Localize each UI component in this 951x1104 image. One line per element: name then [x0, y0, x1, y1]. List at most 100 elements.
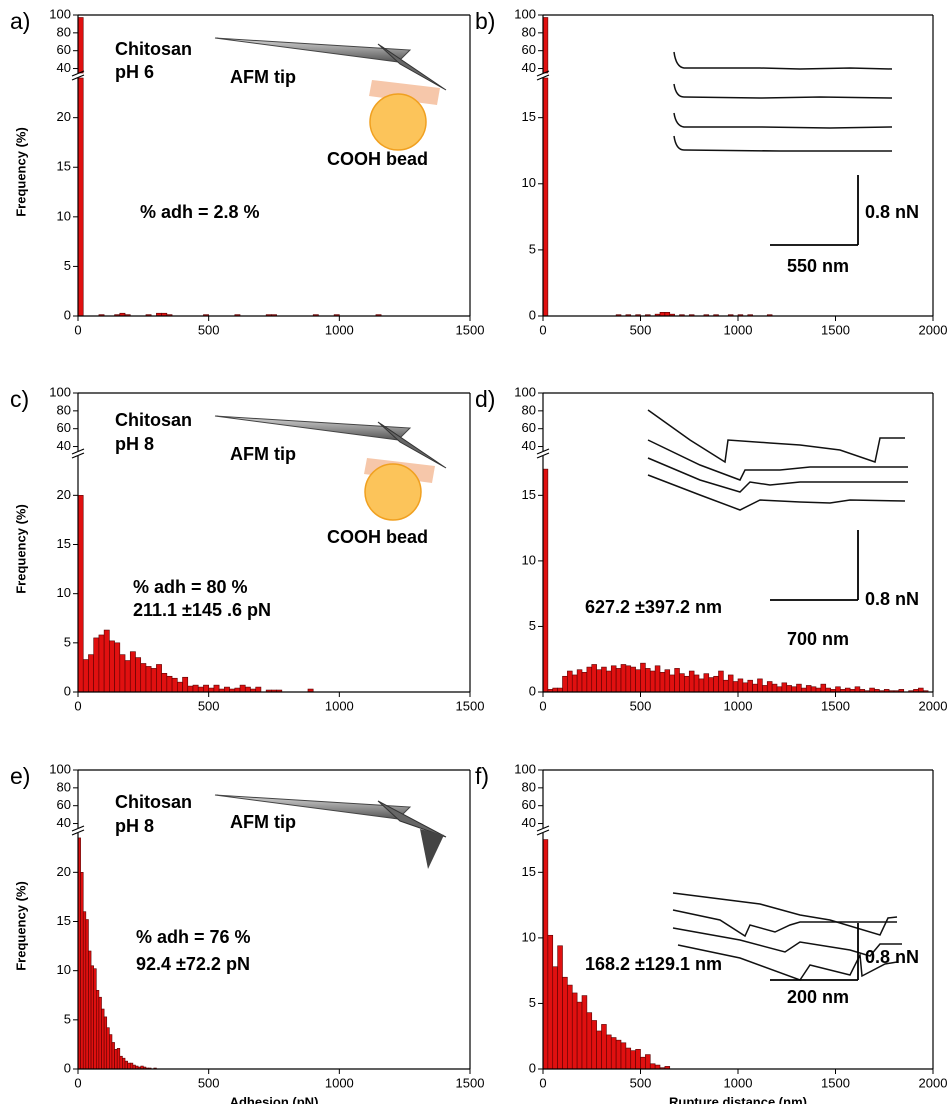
bar [752, 683, 758, 693]
bar [684, 675, 690, 693]
bar [562, 675, 568, 693]
panel-label: e) [10, 763, 30, 789]
annotation: Chitosan [115, 39, 192, 59]
annotation: 168.2 ±129.1 nm [585, 954, 722, 974]
bar [547, 934, 554, 1070]
x-tick-label: 500 [630, 322, 652, 337]
bar [85, 919, 89, 1070]
bar [805, 685, 812, 693]
bar [150, 668, 157, 693]
bar [679, 673, 685, 693]
y-tick-label: 0 [64, 1060, 71, 1075]
bar [854, 686, 861, 693]
y-tick-label: 10 [522, 552, 536, 567]
y-tick-label: 60 [57, 797, 71, 812]
axis-break [71, 448, 85, 455]
bar [688, 670, 695, 693]
bar [93, 968, 97, 1070]
bar [111, 1042, 115, 1070]
y-tick-label: 100 [49, 761, 71, 776]
y-tick-label: 60 [57, 42, 71, 57]
y-tick-label: 40 [522, 438, 536, 453]
bar [669, 674, 675, 693]
bar [103, 1016, 108, 1070]
bar [203, 684, 209, 693]
y-tick-label: 5 [64, 634, 71, 649]
bar [103, 629, 110, 693]
bar [591, 664, 597, 693]
bar [571, 992, 578, 1070]
x-tick-label: 1500 [821, 322, 850, 337]
bar [610, 665, 617, 693]
bar [586, 666, 593, 693]
bar [197, 686, 204, 693]
bar [124, 1060, 128, 1070]
annotation: AFM tip [230, 812, 296, 832]
bar [654, 665, 661, 693]
bar [649, 670, 656, 693]
bar [119, 1055, 123, 1070]
annotation: pH 8 [115, 816, 154, 836]
bar [129, 651, 136, 693]
y-tick-label: 40 [57, 815, 71, 830]
y-tick-label: 0 [529, 307, 536, 322]
x-tick-label: 2000 [919, 1075, 948, 1090]
y-tick-label: 10 [57, 585, 71, 600]
axis-break [71, 452, 85, 459]
x-tick-label: 1500 [456, 698, 485, 713]
bar [703, 673, 710, 693]
bar [615, 668, 622, 693]
bar [161, 673, 168, 693]
x-tick-label: 500 [630, 1075, 652, 1090]
x-tick-label: 0 [539, 1075, 546, 1090]
bar [166, 675, 173, 693]
y-tick-label: 80 [522, 402, 536, 417]
y-tick-label: 80 [57, 779, 71, 794]
y-tick-label: 5 [64, 258, 71, 273]
y-tick-label: 100 [49, 6, 71, 21]
x-tick-label: 2000 [919, 698, 948, 713]
bar [77, 17, 84, 74]
axis-break [71, 70, 85, 77]
y-tick-label: 15 [57, 913, 71, 928]
x-tick-label: 1500 [821, 698, 850, 713]
x-tick-label: 1500 [821, 1075, 850, 1090]
x-tick-label: 0 [74, 698, 81, 713]
bar [122, 1057, 126, 1070]
x-tick-label: 1000 [724, 322, 753, 337]
bar [601, 666, 607, 693]
x-axis-label: Adhesion (pN) [230, 1094, 319, 1104]
bar [124, 660, 131, 693]
bar [757, 678, 763, 693]
bar [239, 684, 246, 693]
y-tick-label: 20 [57, 864, 71, 879]
annotation: 0.8 nN [865, 202, 919, 222]
bead-illustration [364, 458, 435, 521]
annotation: pH 6 [115, 62, 154, 82]
bar [140, 663, 147, 693]
bar [698, 678, 705, 693]
annotation: 211.1 ±145 .6 pN [133, 600, 271, 620]
x-tick-label: 1000 [724, 1075, 753, 1090]
bar [576, 1001, 583, 1070]
bar [88, 654, 94, 693]
bar [620, 1042, 627, 1070]
bar [747, 679, 753, 693]
bar [255, 686, 262, 693]
bar [776, 686, 783, 693]
bar [820, 683, 827, 693]
bar [659, 672, 666, 693]
y-tick-label: 0 [64, 307, 71, 322]
bar [606, 1034, 612, 1070]
bar [674, 668, 680, 693]
y-tick-label: 5 [529, 241, 536, 256]
x-tick-label: 500 [630, 698, 652, 713]
y-axis-label: Frequency (%) [13, 881, 28, 971]
annotation: 92.4 ±72.2 pN [136, 954, 250, 974]
y-tick-label: 0 [64, 683, 71, 698]
x-tick-label: 1000 [325, 1075, 354, 1090]
bar [591, 1020, 597, 1070]
bar [192, 684, 199, 693]
bar [723, 679, 729, 693]
